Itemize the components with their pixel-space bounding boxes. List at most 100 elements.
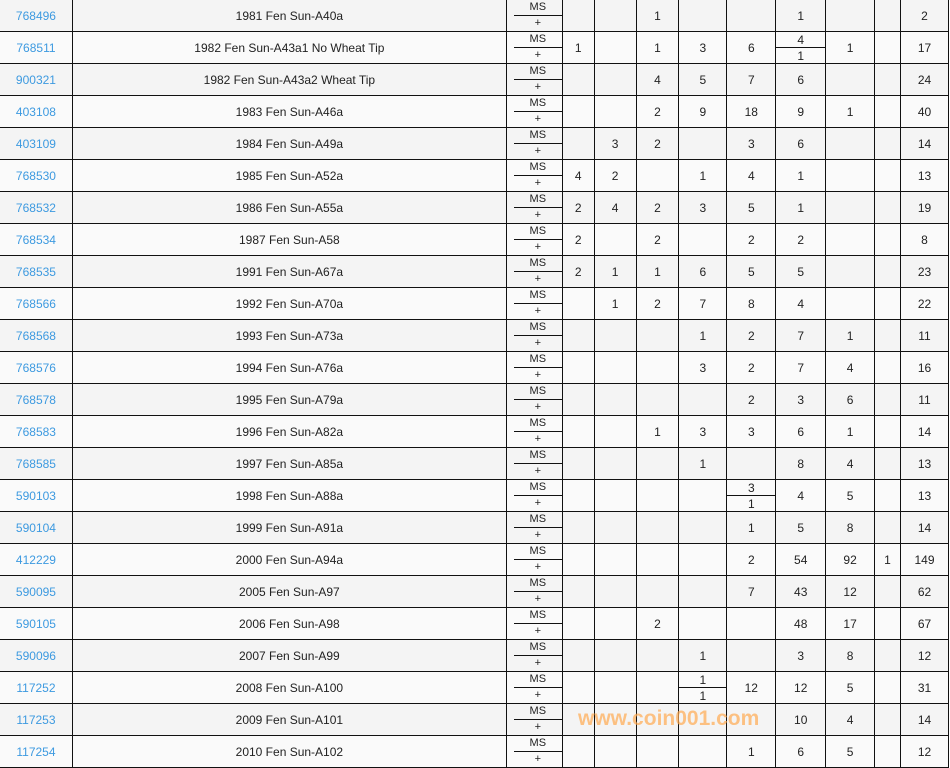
grade-count-cell: 54	[775, 543, 827, 576]
grade-count-cell	[561, 95, 595, 128]
grade-cell: MS +	[505, 223, 563, 256]
coin-id-link[interactable]: 768566	[15, 296, 56, 311]
grade-label-ms: MS	[513, 672, 562, 688]
grade-count-cell: 8	[825, 511, 876, 544]
coin-id-link[interactable]: 768530	[15, 168, 56, 183]
coin-id-link[interactable]: 590104	[15, 520, 56, 535]
grade-count-cell: 3	[726, 127, 777, 160]
coin-id-link[interactable]: 768585	[15, 456, 56, 471]
grade-count-cell: 4	[593, 191, 637, 224]
coin-id-link[interactable]: 590096	[15, 648, 56, 663]
total-cell: 8	[899, 223, 950, 256]
coin-id-cell: 768578	[0, 383, 73, 416]
coin-id-link[interactable]: 768578	[15, 392, 56, 407]
coin-id-cell: 768566	[0, 287, 73, 320]
grade-box: MS +	[513, 160, 562, 191]
coin-id-link[interactable]: 900321	[15, 72, 56, 87]
grade-box: MS +	[513, 256, 562, 287]
total-cell: 13	[899, 479, 950, 512]
grade-label-plus: +	[534, 81, 541, 93]
coin-id-link[interactable]: 590105	[15, 616, 56, 631]
grade-count-cell	[593, 671, 637, 704]
total-cell: 62	[899, 575, 950, 608]
grade-label-ms: MS	[513, 448, 562, 464]
coin-description: 1994 Fen Sun-A76a	[71, 351, 507, 384]
grade-label-ms: MS	[513, 64, 562, 80]
grade-count-cell	[635, 543, 680, 576]
total-cell: 14	[899, 127, 950, 160]
grade-label-plus: +	[534, 17, 541, 29]
grade-count-cell	[635, 447, 680, 480]
coin-id-link[interactable]: 768576	[15, 360, 56, 375]
grade-label-ms: MS	[513, 224, 562, 240]
grade-count-cell	[678, 479, 728, 512]
coin-id-link[interactable]: 412229	[15, 552, 56, 567]
grade-count-cell: 6	[726, 31, 777, 64]
grade-cell: MS +	[505, 415, 563, 448]
coin-id-link[interactable]: 403108	[15, 104, 56, 119]
grade-count-cell	[874, 703, 901, 736]
grade-count-cell: 5	[825, 735, 876, 768]
table-row: 412229 2000 Fen Sun-A94a MS +2 54 92 1 149	[0, 543, 950, 576]
coin-id-link[interactable]: 590095	[15, 584, 56, 599]
grade-count-cell	[874, 671, 901, 704]
grade-count-cell	[825, 191, 876, 224]
coin-id-link[interactable]: 117254	[16, 744, 56, 759]
coin-id-link[interactable]: 768583	[15, 424, 56, 439]
grade-count-cell	[874, 607, 901, 640]
grade-cell: MS +	[505, 191, 563, 224]
grade-count-cell	[561, 479, 595, 512]
grade-label-plus: +	[534, 49, 541, 61]
table-row: 590095 2005 Fen Sun-A97 MS +7 43 12 62	[0, 575, 950, 608]
grade-count-cell	[874, 255, 901, 288]
grade-count-cell	[561, 543, 595, 576]
grade-label-ms: MS	[513, 320, 562, 336]
grade-label-plus: +	[534, 593, 541, 605]
coin-id-cell: 117254	[0, 735, 73, 768]
grade-count-cell: 4	[775, 287, 827, 320]
grade-count-cell: 3	[678, 415, 728, 448]
grade-count-cell: 2	[635, 95, 680, 128]
grade-box: MS +	[513, 416, 562, 447]
grade-box: MS +	[513, 96, 562, 127]
grade-count-cell	[593, 607, 637, 640]
coin-id-link[interactable]: 768496	[15, 8, 56, 23]
total-cell: 14	[899, 703, 950, 736]
table-row: 768578 1995 Fen Sun-A79a MS +2 3 6 11	[0, 383, 950, 416]
grade-count-cell: 18	[726, 95, 777, 128]
coin-id-link[interactable]: 768568	[15, 328, 56, 343]
grade-count-cell: 9	[775, 95, 827, 128]
grade-count-cell	[635, 383, 680, 416]
coin-id-link[interactable]: 403109	[15, 136, 56, 151]
total-cell: 16	[899, 351, 950, 384]
coin-id-cell: 768576	[0, 351, 73, 384]
coin-id-link[interactable]: 117253	[16, 712, 56, 727]
total-cell: 11	[899, 383, 950, 416]
grade-count-cell: 2	[726, 319, 777, 352]
coin-id-link[interactable]: 768511	[16, 40, 56, 55]
grade-box: MS +	[513, 32, 562, 63]
coin-id-link[interactable]: 768534	[15, 232, 56, 247]
coin-id-cell: 590105	[0, 607, 73, 640]
coin-id-cell: 900321	[0, 63, 73, 96]
coin-id-cell: 412229	[0, 543, 73, 576]
grade-label-ms: MS	[513, 384, 562, 400]
coin-description: 2008 Fen Sun-A100	[71, 671, 507, 704]
coin-id-link[interactable]: 768535	[15, 264, 56, 279]
coin-description: 1983 Fen Sun-A46a	[71, 95, 507, 128]
grade-count-cell: 7	[775, 351, 827, 384]
coin-id-link[interactable]: 590103	[15, 488, 56, 503]
coin-description: 1996 Fen Sun-A82a	[71, 415, 507, 448]
coin-id-link[interactable]: 768532	[15, 200, 56, 215]
grade-label-plus: +	[534, 433, 541, 445]
coin-id-link[interactable]: 117252	[16, 680, 56, 695]
grade-cell: MS +	[505, 31, 563, 64]
grade-count-cell	[561, 735, 595, 768]
grade-count-cell	[561, 575, 595, 608]
grade-count-cell	[635, 703, 680, 736]
grade-count-cell: 10	[775, 703, 827, 736]
grade-cell: MS +	[505, 575, 563, 608]
grade-count-cell: 5	[775, 511, 827, 544]
grade-label-plus: +	[534, 241, 541, 253]
grade-label-ms: MS	[513, 704, 562, 720]
